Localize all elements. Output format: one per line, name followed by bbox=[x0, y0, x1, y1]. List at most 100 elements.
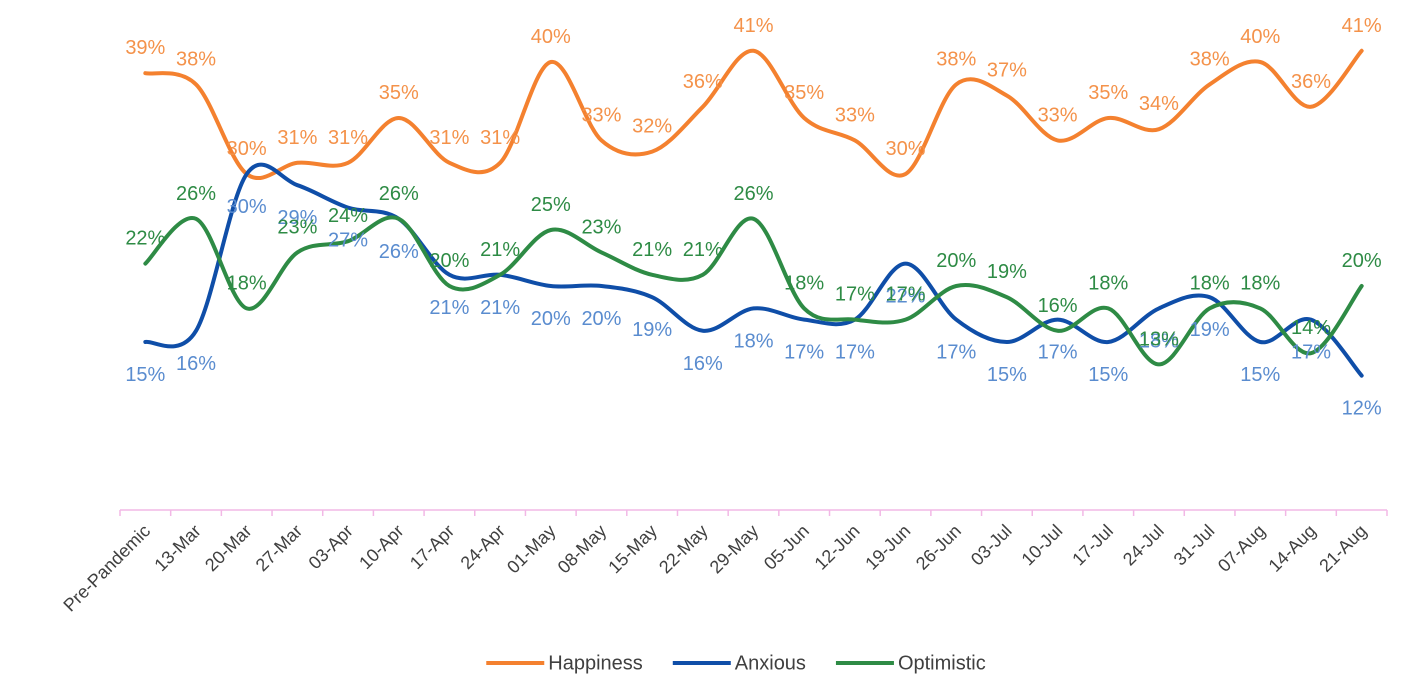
data-label: 25% bbox=[531, 194, 571, 216]
data-label: 16% bbox=[176, 353, 216, 375]
legend-label: Optimistic bbox=[898, 652, 986, 674]
x-tick-label: 17-Apr bbox=[406, 521, 458, 573]
data-label: 41% bbox=[733, 15, 773, 37]
data-label: 19% bbox=[987, 261, 1027, 283]
data-label: 20% bbox=[1342, 250, 1382, 272]
data-label: 30% bbox=[886, 138, 926, 160]
data-label: 33% bbox=[835, 104, 875, 126]
x-tick-label: 07-Aug bbox=[1214, 521, 1269, 576]
data-label: 24% bbox=[328, 205, 368, 227]
x-tick-label: 03-Jul bbox=[967, 521, 1016, 570]
data-label: 32% bbox=[632, 116, 672, 138]
data-label: 17% bbox=[1038, 342, 1078, 364]
data-label: 31% bbox=[429, 127, 469, 149]
data-label: 18% bbox=[733, 330, 773, 352]
data-label: 20% bbox=[936, 250, 976, 272]
data-label: 35% bbox=[784, 82, 824, 104]
data-label: 39% bbox=[125, 37, 165, 59]
data-label: 23% bbox=[581, 216, 621, 238]
legend: Happiness Anxious Optimistic bbox=[486, 652, 986, 674]
data-label: 23% bbox=[277, 216, 317, 238]
data-label: 19% bbox=[1190, 319, 1230, 341]
data-label: 31% bbox=[328, 127, 368, 149]
x-tick-label: 24-Jul bbox=[1119, 521, 1168, 570]
data-label: 16% bbox=[1038, 295, 1078, 317]
x-tick-label: 24-Apr bbox=[457, 521, 509, 573]
data-label: 36% bbox=[1291, 71, 1331, 93]
data-label: 17% bbox=[886, 284, 926, 306]
x-tick-label: 31-Jul bbox=[1170, 521, 1219, 570]
data-label: 30% bbox=[227, 138, 267, 160]
data-label: 21% bbox=[429, 297, 469, 319]
data-label: 35% bbox=[1088, 82, 1128, 104]
data-label: 12% bbox=[1342, 398, 1382, 420]
data-label: 20% bbox=[581, 308, 621, 330]
x-tick-label: 19-Jun bbox=[861, 521, 914, 574]
x-tick-label: 13-Mar bbox=[150, 521, 204, 575]
x-tick-label: 17-Jul bbox=[1068, 521, 1117, 570]
data-label: 21% bbox=[632, 239, 672, 261]
data-label: 22% bbox=[886, 286, 926, 308]
x-tick-label: 22-May bbox=[655, 521, 712, 578]
x-tick-label: 14-Aug bbox=[1265, 521, 1320, 576]
data-label: 18% bbox=[1139, 330, 1179, 352]
x-tick-label: Pre-Pandemic bbox=[59, 521, 154, 616]
data-label: 31% bbox=[480, 127, 520, 149]
data-label: 16% bbox=[683, 353, 723, 375]
data-label: 17% bbox=[835, 284, 875, 306]
data-label: 18% bbox=[1240, 272, 1280, 294]
data-label: 22% bbox=[125, 228, 165, 250]
data-label: 35% bbox=[379, 82, 419, 104]
data-label: 26% bbox=[379, 183, 419, 205]
data-label: 37% bbox=[987, 60, 1027, 82]
data-label: 13% bbox=[1139, 328, 1179, 350]
x-tick-label: 15-May bbox=[604, 521, 661, 578]
legend-label: Happiness bbox=[548, 652, 643, 674]
data-label: 26% bbox=[379, 241, 419, 263]
series-line bbox=[143, 162, 1364, 378]
x-tick-label: 20-Mar bbox=[201, 521, 255, 575]
x-tick-label: 05-Jun bbox=[760, 521, 813, 574]
x-tick-label: 01-May bbox=[503, 521, 560, 578]
x-tick-label: 10-Apr bbox=[355, 521, 407, 573]
data-label: 14% bbox=[1291, 317, 1331, 339]
x-tick-label: 10-Jul bbox=[1018, 521, 1067, 570]
data-label: 18% bbox=[227, 272, 267, 294]
data-label: 21% bbox=[480, 239, 520, 261]
data-label: 33% bbox=[581, 104, 621, 126]
data-label: 15% bbox=[1088, 364, 1128, 386]
data-label: 40% bbox=[1240, 26, 1280, 48]
legend-label: Anxious bbox=[735, 652, 806, 674]
data-label: 20% bbox=[531, 308, 571, 330]
data-label: 36% bbox=[683, 71, 723, 93]
x-tick-label: 12-Jun bbox=[811, 521, 864, 574]
data-label: 26% bbox=[733, 183, 773, 205]
data-label: 38% bbox=[936, 48, 976, 70]
data-label: 18% bbox=[1088, 272, 1128, 294]
data-label: 27% bbox=[328, 230, 368, 252]
data-label: 15% bbox=[987, 364, 1027, 386]
data-label: 17% bbox=[936, 342, 976, 364]
x-tick-label: 03-Apr bbox=[305, 521, 357, 573]
data-label: 15% bbox=[125, 364, 165, 386]
data-label: 21% bbox=[480, 297, 520, 319]
data-label: 19% bbox=[632, 319, 672, 341]
data-label: 31% bbox=[277, 127, 317, 149]
data-label: 20% bbox=[429, 250, 469, 272]
data-label: 15% bbox=[1240, 364, 1280, 386]
data-label: 40% bbox=[531, 26, 571, 48]
data-label: 38% bbox=[176, 48, 216, 70]
data-label: 26% bbox=[176, 183, 216, 205]
x-tick-label: 27-Mar bbox=[252, 521, 306, 575]
series-line bbox=[143, 48, 1364, 181]
x-tick-label: 26-Jun bbox=[912, 521, 965, 574]
data-label: 29% bbox=[277, 207, 317, 229]
data-label: 30% bbox=[227, 196, 267, 218]
x-tick-label: 08-May bbox=[554, 521, 611, 578]
data-label: 18% bbox=[784, 272, 824, 294]
x-tick-label: 21-Aug bbox=[1315, 521, 1370, 576]
data-label: 33% bbox=[1038, 104, 1078, 126]
data-label: 17% bbox=[835, 342, 875, 364]
data-label: 21% bbox=[683, 239, 723, 261]
